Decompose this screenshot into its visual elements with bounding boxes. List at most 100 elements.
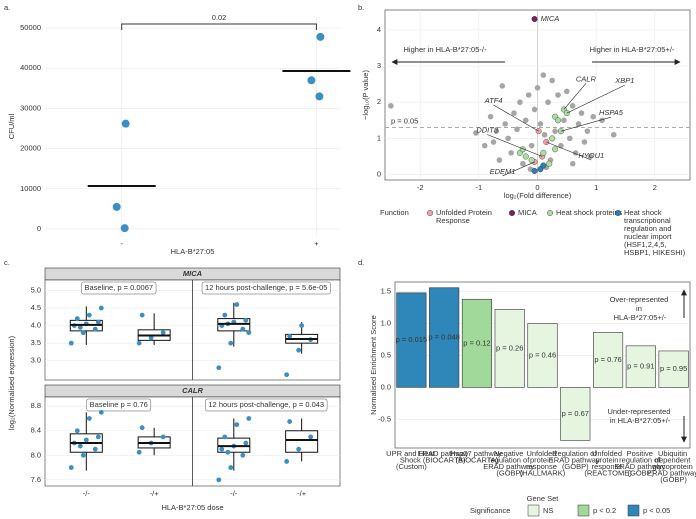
y-tick-label: -0.5 xyxy=(378,414,391,423)
text-line: in HLA-B*27:05+/- xyxy=(610,416,671,425)
x-tick-label: 0 xyxy=(535,183,539,192)
point xyxy=(540,72,547,78)
label-connector xyxy=(560,116,612,132)
point xyxy=(139,312,145,318)
x-tick-label: Unfolded protein response (HALLMARK) xyxy=(520,449,566,478)
point xyxy=(284,459,290,464)
point xyxy=(599,117,605,124)
point xyxy=(307,76,316,85)
text-line: (Custom) xyxy=(396,462,427,471)
bar xyxy=(625,345,656,388)
bar xyxy=(429,287,460,388)
x-tick-label: 2 xyxy=(653,183,657,192)
text-line: nuclear import xyxy=(624,232,674,241)
point xyxy=(587,153,594,160)
text-line: protein xyxy=(530,455,555,464)
point xyxy=(499,83,506,89)
label-connector xyxy=(487,134,543,157)
point xyxy=(296,446,302,452)
panel-note: Baseline p = 0.76 xyxy=(90,400,148,409)
annotation: Higher in HLA-B*27:05-/- xyxy=(404,45,487,54)
text-line: ERAD pathway xyxy=(418,449,471,458)
text-line: UPR and Heat xyxy=(386,449,436,458)
label-connector xyxy=(566,84,625,114)
point xyxy=(508,150,514,156)
y-tick-label: 3.0 xyxy=(31,356,41,365)
point xyxy=(581,139,588,145)
y-axis-title: log₂(Normalised expression) xyxy=(7,335,16,430)
point xyxy=(246,416,252,421)
point xyxy=(487,113,494,120)
facet-title: CALR xyxy=(182,386,203,395)
text-line: (GOBP) xyxy=(496,468,523,477)
point xyxy=(98,305,104,311)
legend-label: MICA xyxy=(518,208,537,217)
y-tick-label: 8.4 xyxy=(31,426,41,435)
facet-title: MICA xyxy=(183,269,202,278)
point xyxy=(569,103,576,109)
point xyxy=(549,77,555,84)
point xyxy=(555,117,562,124)
y-tick-label: 50000 xyxy=(20,23,41,32)
legend-swatch xyxy=(577,504,590,517)
y-axis-title: −log₁₀(P value) xyxy=(361,70,370,120)
gene-label: MICA xyxy=(541,14,560,23)
point xyxy=(564,88,570,95)
text-line: Under-represented xyxy=(607,407,672,416)
point xyxy=(549,135,556,142)
y-tick-label: 4.0 xyxy=(31,321,41,330)
point xyxy=(540,149,547,156)
x-axis-title: log₂(Fold difference) xyxy=(504,191,572,200)
point xyxy=(525,92,532,98)
text-line: response xyxy=(526,462,559,471)
point xyxy=(139,425,145,431)
point xyxy=(160,434,166,440)
x-tick-label: Unfolded protein response (REACTOME) xyxy=(584,449,632,478)
point xyxy=(222,312,228,318)
point xyxy=(287,333,293,339)
bar xyxy=(527,323,558,388)
point xyxy=(243,317,249,323)
point xyxy=(531,16,538,23)
point xyxy=(219,446,225,452)
legend-swatch xyxy=(627,504,640,517)
point xyxy=(552,128,558,134)
text-line: HSBP1, HIKESHI) xyxy=(624,248,686,257)
threshold-label: p = 0.05 xyxy=(391,117,418,126)
point xyxy=(522,117,529,124)
text-line: Unfolded xyxy=(526,449,558,458)
point xyxy=(537,121,544,127)
text-line: HLA-B*27:05+/- xyxy=(614,313,667,322)
panel-note: Baseline, p = 0.0067 xyxy=(84,283,153,292)
point xyxy=(234,422,240,428)
point xyxy=(95,434,101,440)
x-tick-label: Hsp27 pathway (BIOCARTA) xyxy=(450,449,504,465)
point xyxy=(68,340,74,346)
legend-swatch xyxy=(527,504,540,517)
value-label: p = 0.95 xyxy=(660,364,687,373)
point xyxy=(112,202,121,211)
point xyxy=(528,142,535,149)
point xyxy=(240,452,246,458)
panel-label: a. xyxy=(4,3,10,12)
x-tick-label: Ubiquitin dependent glycoprotein ERAD pa… xyxy=(647,449,696,484)
text-line: transcriptional xyxy=(624,216,673,225)
bar xyxy=(461,298,492,388)
text-line: dependent xyxy=(655,455,693,464)
point xyxy=(502,121,509,127)
y-tick-label: 0 xyxy=(377,170,381,179)
point xyxy=(240,326,246,332)
panel-note: 12 hours post-challenge, p = 0.043 xyxy=(208,400,324,409)
point xyxy=(222,434,228,440)
y-tick-label: 5.0 xyxy=(31,286,41,295)
note-box xyxy=(86,398,152,412)
value-label: p = 0.12 xyxy=(463,338,490,347)
point xyxy=(77,324,83,330)
text-line: Unfolded xyxy=(592,449,624,458)
point xyxy=(514,126,520,133)
y-tick-label: 0.5 xyxy=(381,350,391,359)
value-label: p = 0.76 xyxy=(594,355,621,364)
value-label: p = 0.46 xyxy=(529,350,556,359)
point xyxy=(519,146,526,153)
legend-label: p < 0.05 xyxy=(643,506,670,515)
